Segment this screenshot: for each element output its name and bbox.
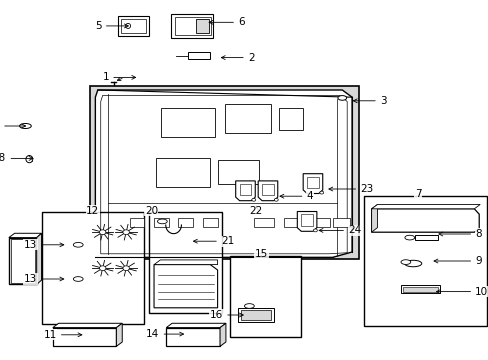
Bar xyxy=(229,256,300,337)
Polygon shape xyxy=(171,14,212,38)
Polygon shape xyxy=(166,328,220,346)
Text: 11: 11 xyxy=(43,330,57,340)
Text: 7: 7 xyxy=(414,189,421,199)
Text: 1: 1 xyxy=(102,72,109,82)
Text: 3: 3 xyxy=(379,96,386,106)
Bar xyxy=(254,218,273,227)
Bar xyxy=(310,218,329,227)
Bar xyxy=(156,158,210,187)
Text: 12: 12 xyxy=(86,206,100,216)
Bar xyxy=(224,104,271,133)
Polygon shape xyxy=(154,265,217,308)
Polygon shape xyxy=(9,233,41,238)
Bar xyxy=(332,218,349,227)
Bar xyxy=(414,235,437,240)
Polygon shape xyxy=(235,181,255,201)
Bar xyxy=(154,218,168,227)
Ellipse shape xyxy=(125,23,130,28)
Ellipse shape xyxy=(20,123,31,129)
Polygon shape xyxy=(371,204,479,209)
Ellipse shape xyxy=(404,235,414,240)
Ellipse shape xyxy=(319,191,323,194)
Text: 10: 10 xyxy=(474,287,488,297)
Bar xyxy=(11,239,35,283)
Text: 15: 15 xyxy=(254,249,268,259)
Bar xyxy=(129,218,144,227)
Ellipse shape xyxy=(157,219,167,224)
Text: 5: 5 xyxy=(95,21,102,31)
Text: 18: 18 xyxy=(0,153,6,163)
Ellipse shape xyxy=(251,198,255,201)
Ellipse shape xyxy=(122,266,129,271)
Bar xyxy=(278,108,303,130)
Ellipse shape xyxy=(99,230,106,235)
Text: 13: 13 xyxy=(24,240,37,250)
Bar xyxy=(90,86,359,259)
Bar xyxy=(175,17,211,35)
Bar xyxy=(9,238,37,284)
Ellipse shape xyxy=(400,260,410,264)
Polygon shape xyxy=(53,328,116,346)
Polygon shape xyxy=(258,181,277,201)
Text: 6: 6 xyxy=(238,17,244,27)
Polygon shape xyxy=(195,19,208,33)
Ellipse shape xyxy=(122,230,129,235)
Ellipse shape xyxy=(404,260,421,267)
Text: 24: 24 xyxy=(347,225,361,235)
Ellipse shape xyxy=(244,303,254,308)
Bar xyxy=(188,52,210,59)
Bar xyxy=(217,160,259,184)
Bar xyxy=(149,212,222,313)
Polygon shape xyxy=(154,260,217,265)
Bar xyxy=(364,196,486,326)
Bar xyxy=(403,287,437,292)
Text: 16: 16 xyxy=(209,310,223,320)
Text: 21: 21 xyxy=(221,236,234,246)
Polygon shape xyxy=(53,323,122,328)
Polygon shape xyxy=(220,323,225,346)
Polygon shape xyxy=(166,323,225,328)
Ellipse shape xyxy=(73,276,83,282)
Text: 22: 22 xyxy=(249,206,263,216)
Bar xyxy=(203,218,217,227)
Text: 4: 4 xyxy=(306,191,313,201)
Bar xyxy=(41,212,144,324)
Text: 9: 9 xyxy=(474,256,481,266)
Bar xyxy=(238,308,273,322)
Polygon shape xyxy=(303,174,322,194)
Polygon shape xyxy=(37,233,41,284)
Polygon shape xyxy=(297,211,316,231)
Ellipse shape xyxy=(274,198,278,201)
Text: 14: 14 xyxy=(146,329,159,339)
Text: 23: 23 xyxy=(360,184,373,194)
Polygon shape xyxy=(116,323,122,346)
Ellipse shape xyxy=(26,156,33,163)
Ellipse shape xyxy=(99,266,106,271)
Polygon shape xyxy=(371,209,478,232)
Ellipse shape xyxy=(73,243,83,247)
Text: 2: 2 xyxy=(247,53,254,63)
Text: 8: 8 xyxy=(474,229,481,239)
Text: 13: 13 xyxy=(24,274,37,284)
Bar xyxy=(178,218,193,227)
Bar xyxy=(121,19,146,33)
Text: 20: 20 xyxy=(144,206,158,216)
Ellipse shape xyxy=(337,96,346,100)
Ellipse shape xyxy=(313,229,317,232)
Polygon shape xyxy=(95,90,351,257)
Bar xyxy=(241,310,270,320)
Bar xyxy=(400,285,439,293)
Bar xyxy=(118,16,149,36)
Bar xyxy=(283,218,303,227)
Polygon shape xyxy=(371,204,377,232)
Bar xyxy=(161,108,215,137)
